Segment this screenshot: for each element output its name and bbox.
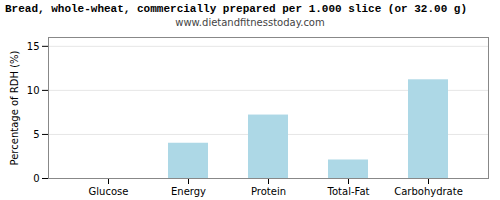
svg-text:5: 5 [33,129,39,140]
svg-text:10: 10 [27,85,40,96]
svg-text:0: 0 [33,173,39,184]
svg-text:15: 15 [27,41,40,52]
html-text:www.dietandfitnesstoday.com: www.dietandfitnesstoday.com [175,17,325,28]
svg-text:Glucose: Glucose [89,186,129,197]
html-text:Bread, whole-wheat, commercial: Bread, whole-wheat, commercially prepare… [5,3,468,15]
svg-text:Total-Fat: Total-Fat [327,186,370,197]
svg-text:Percentage of RDH (%): Percentage of RDH (%) [9,50,20,165]
svg-text:Energy: Energy [171,186,206,197]
svg-text:Protein: Protein [251,186,286,197]
svg-text:Carbohydrate: Carbohydrate [394,186,463,197]
